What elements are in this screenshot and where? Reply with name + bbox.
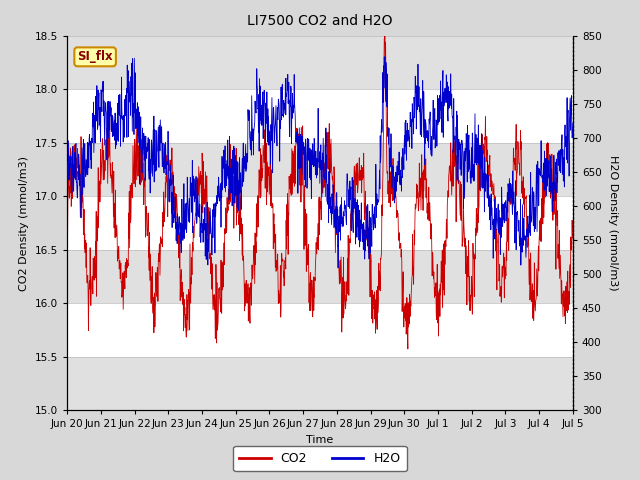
Y-axis label: CO2 Density (mmol/m3): CO2 Density (mmol/m3) [19,156,29,291]
Bar [67,36,573,89]
Legend: CO2, H2O: CO2, H2O [233,446,407,471]
Text: SI_flx: SI_flx [77,50,113,63]
Bar [67,357,573,410]
Bar [67,143,573,196]
Y-axis label: H2O Density (mmol/m3): H2O Density (mmol/m3) [608,156,618,291]
Bar [67,250,573,303]
Text: LI7500 CO2 and H2O: LI7500 CO2 and H2O [247,14,393,28]
X-axis label: Time: Time [307,435,333,445]
